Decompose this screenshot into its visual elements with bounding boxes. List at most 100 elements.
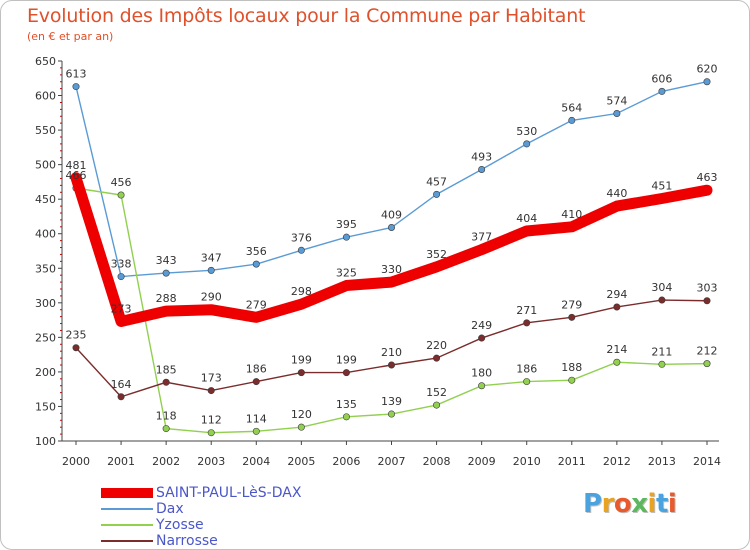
data-label: 211 (651, 345, 672, 358)
data-point-dax (162, 269, 170, 277)
data-label: 352 (426, 248, 447, 261)
data-point-yzosse (162, 425, 170, 433)
x-tick-label: 2007 (378, 455, 406, 468)
data-label: 347 (201, 251, 222, 264)
data-point-narrosse (207, 387, 215, 395)
data-point-dax (433, 190, 441, 198)
data-point-dax (568, 116, 576, 124)
data-point-narrosse (117, 393, 125, 401)
y-tick-label: 450 (35, 193, 56, 206)
y-tick-label: 150 (35, 400, 56, 413)
data-point-yzosse (523, 378, 531, 386)
data-label: 298 (291, 285, 312, 298)
data-label: 164 (111, 378, 132, 391)
legend-item: Yzosse (101, 517, 361, 533)
data-label: 273 (111, 302, 132, 315)
data-label: 530 (516, 125, 537, 138)
data-point-yzosse (117, 191, 125, 199)
x-tick-label: 2009 (468, 455, 496, 468)
data-point-yzosse (568, 376, 576, 384)
data-point-dax (523, 140, 531, 148)
data-label: 220 (426, 339, 447, 352)
data-label: 199 (291, 354, 312, 367)
data-point-narrosse (478, 334, 486, 342)
x-tick-label: 2001 (107, 455, 135, 468)
y-tick-label: 200 (35, 366, 56, 379)
data-point-yzosse (297, 423, 305, 431)
data-label: 118 (156, 410, 177, 423)
x-tick-label: 2006 (332, 455, 360, 468)
data-label: 210 (381, 346, 402, 359)
data-label: 493 (471, 150, 492, 163)
x-tick-label: 2013 (648, 455, 676, 468)
data-label: 212 (697, 345, 718, 358)
logo-letter: t (655, 489, 668, 519)
data-point-dax (658, 87, 666, 95)
data-label: 463 (697, 171, 718, 184)
y-tick-label: 100 (35, 435, 56, 448)
data-label: 185 (156, 363, 177, 376)
data-label: 271 (516, 304, 537, 317)
data-point-narrosse (523, 319, 531, 327)
data-label: 304 (651, 281, 672, 294)
data-point-narrosse (568, 313, 576, 321)
data-label: 180 (471, 367, 492, 380)
logo-letter: o (613, 489, 632, 519)
data-point-dax (703, 78, 711, 86)
data-point-yzosse (252, 427, 260, 435)
legend-label: SAINT-PAUL-LèS-DAX (156, 485, 302, 501)
data-label: 139 (381, 395, 402, 408)
data-point-narrosse (658, 296, 666, 304)
data-label: 356 (246, 245, 267, 258)
data-point-yzosse (703, 360, 711, 368)
y-tick-label: 650 (35, 55, 56, 68)
data-label: 120 (291, 408, 312, 421)
legend-item: Dax (101, 501, 361, 517)
data-label: 330 (381, 263, 402, 276)
data-point-yzosse (342, 413, 350, 421)
data-label: 456 (111, 176, 132, 189)
data-label: 152 (426, 386, 447, 399)
data-label: 114 (246, 412, 267, 425)
data-label: 343 (156, 254, 177, 267)
logo-letter: i (667, 489, 677, 519)
data-point-dax (342, 233, 350, 241)
data-label: 290 (201, 291, 222, 304)
data-point-narrosse (703, 297, 711, 305)
y-tick-label: 350 (35, 262, 56, 275)
data-point-dax (478, 165, 486, 173)
x-tick-label: 2005 (287, 455, 315, 468)
data-label: 338 (111, 258, 132, 271)
data-label: 564 (561, 101, 582, 114)
data-label: 235 (66, 329, 87, 342)
legend-item: Narrosse (101, 533, 361, 549)
data-label: 466 (66, 169, 87, 182)
y-tick-label: 550 (35, 124, 56, 137)
data-point-dax (252, 260, 260, 268)
chart-subtitle: (en € et par an) (27, 30, 114, 43)
x-tick-label: 2004 (242, 455, 270, 468)
legend-label: Dax (156, 501, 184, 517)
data-label: 279 (561, 298, 582, 311)
x-tick-label: 2003 (197, 455, 225, 468)
series-line-dax (75, 81, 708, 278)
data-label: 249 (471, 319, 492, 332)
data-point-narrosse (433, 354, 441, 362)
data-label: 186 (516, 363, 537, 376)
data-point-dax (117, 273, 125, 281)
data-point-narrosse (297, 369, 305, 377)
logo-letter: P (583, 489, 602, 519)
data-label: 376 (291, 231, 312, 244)
data-point-dax (387, 224, 395, 232)
logo-letter: i (647, 489, 657, 519)
data-label: 409 (381, 209, 402, 222)
data-point-yzosse (478, 382, 486, 390)
data-label: 188 (561, 361, 582, 374)
data-label: 173 (201, 372, 222, 385)
proxiti-logo: Proxiti (583, 489, 677, 519)
data-point-dax (207, 266, 215, 274)
data-label: 325 (336, 267, 357, 280)
x-tick-label: 2008 (423, 455, 451, 468)
